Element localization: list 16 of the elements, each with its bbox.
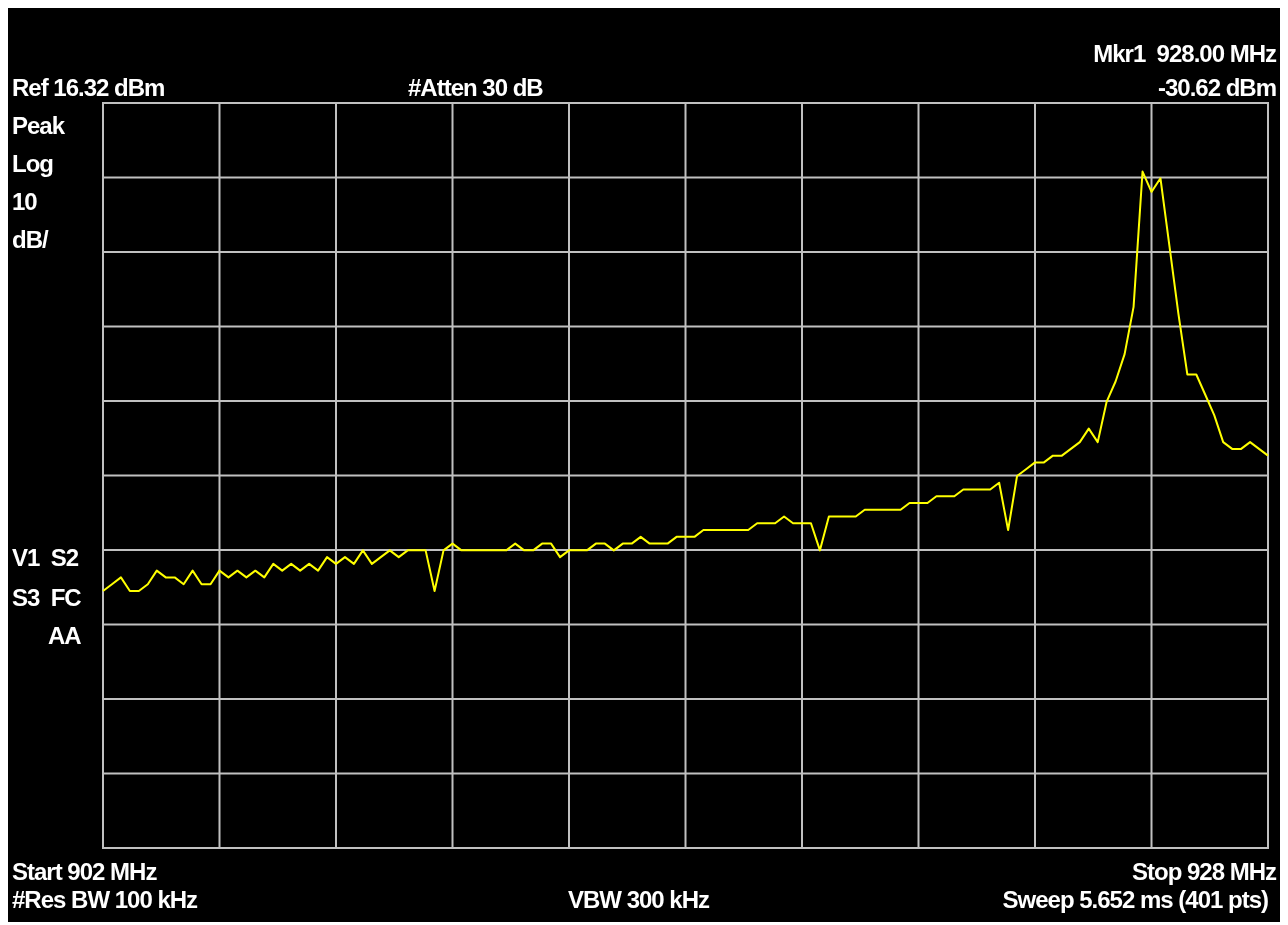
- text: Sweep 5.652 ms (401 pts): [1002, 886, 1268, 913]
- text: V1 S2: [12, 544, 79, 571]
- text: #Atten 30 dB: [408, 74, 544, 101]
- text: 10: [12, 188, 38, 215]
- text: S3 FC: [12, 584, 82, 611]
- text: Ref 16.32 dBm: [12, 74, 165, 101]
- text: AA: [48, 622, 82, 649]
- text: Start 902 MHz: [12, 858, 158, 885]
- text: dB/: [12, 226, 49, 253]
- text: Mkr1 928.00 MHz: [1093, 40, 1277, 67]
- text: VBW 300 kHz: [568, 886, 711, 913]
- text: Peak: [12, 112, 66, 139]
- text: -30.62 dBm: [1157, 74, 1276, 101]
- text: Stop 928 MHz: [1131, 858, 1277, 885]
- text: Log: [12, 150, 54, 177]
- text: #Res BW 100 kHz: [12, 886, 199, 913]
